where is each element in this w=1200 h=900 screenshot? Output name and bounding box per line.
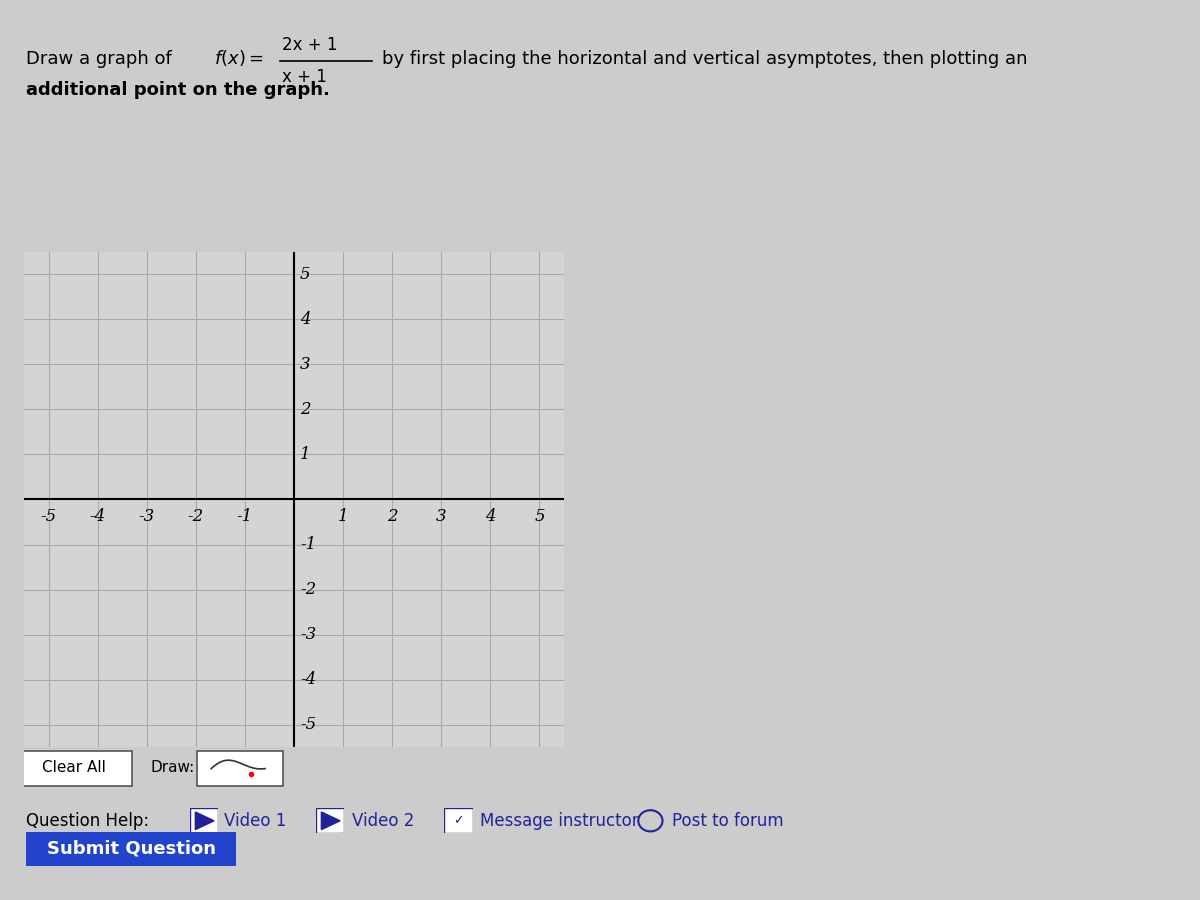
FancyBboxPatch shape xyxy=(17,751,132,787)
Text: 1: 1 xyxy=(300,446,311,463)
Text: Video 1: Video 1 xyxy=(224,812,287,830)
FancyBboxPatch shape xyxy=(190,808,218,833)
Text: -4: -4 xyxy=(90,508,106,525)
FancyBboxPatch shape xyxy=(444,808,473,833)
Text: -1: -1 xyxy=(300,536,316,553)
Text: -2: -2 xyxy=(300,581,316,598)
Text: 2: 2 xyxy=(300,401,311,418)
Text: 1: 1 xyxy=(337,508,348,525)
Text: Draw:: Draw: xyxy=(150,760,194,775)
Text: x + 1: x + 1 xyxy=(282,68,326,86)
Text: -2: -2 xyxy=(187,508,204,525)
Text: 2: 2 xyxy=(386,508,397,525)
FancyBboxPatch shape xyxy=(22,831,240,867)
Text: 5: 5 xyxy=(300,266,311,283)
Text: Clear All: Clear All xyxy=(42,760,107,775)
Text: Draw a graph of: Draw a graph of xyxy=(26,50,172,68)
Text: -3: -3 xyxy=(300,626,316,643)
Text: -5: -5 xyxy=(300,716,316,733)
Text: Question Help:: Question Help: xyxy=(26,812,150,830)
Text: Message instructor: Message instructor xyxy=(480,812,638,830)
Text: additional point on the graph.: additional point on the graph. xyxy=(26,81,330,99)
Text: -5: -5 xyxy=(41,508,56,525)
Text: Post to forum: Post to forum xyxy=(672,812,784,830)
Text: 4: 4 xyxy=(300,311,311,328)
FancyBboxPatch shape xyxy=(316,808,344,833)
Text: Submit Question: Submit Question xyxy=(47,840,216,858)
Text: Video 2: Video 2 xyxy=(352,812,414,830)
Text: 5: 5 xyxy=(534,508,545,525)
Text: ✓: ✓ xyxy=(454,814,463,827)
Text: by first placing the horizontal and vertical asymptotes, then plotting an: by first placing the horizontal and vert… xyxy=(382,50,1027,68)
Text: $f(x)=$: $f(x)=$ xyxy=(214,49,263,68)
Text: 4: 4 xyxy=(485,508,496,525)
Text: -4: -4 xyxy=(300,671,316,688)
Text: 3: 3 xyxy=(300,356,311,373)
Text: -1: -1 xyxy=(236,508,253,525)
FancyBboxPatch shape xyxy=(197,751,283,787)
Text: 2x + 1: 2x + 1 xyxy=(282,36,337,54)
Text: -3: -3 xyxy=(139,508,155,525)
Polygon shape xyxy=(196,812,214,830)
Polygon shape xyxy=(322,812,340,830)
Text: 3: 3 xyxy=(436,508,446,525)
